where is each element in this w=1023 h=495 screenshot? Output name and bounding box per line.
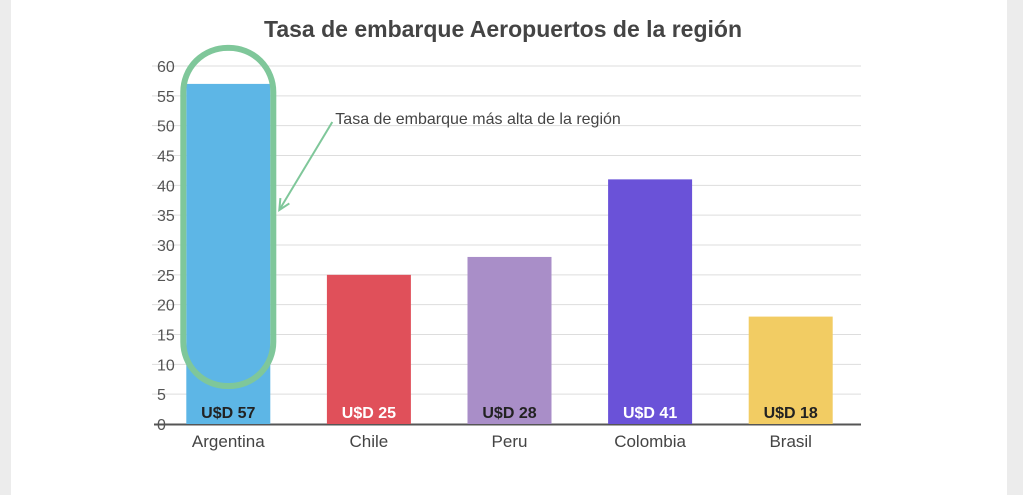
y-tick-label: 30	[157, 238, 175, 255]
data-label: U$D 28	[482, 405, 536, 422]
x-tick-label: Argentina	[192, 432, 265, 451]
bar-chile	[326, 274, 411, 424]
x-tick-label: Chile	[350, 432, 389, 451]
bars	[186, 83, 833, 425]
bar-peru	[467, 256, 552, 424]
data-label: U$D 25	[342, 405, 396, 422]
annotation: Tasa de embarque más alta de la región	[180, 44, 621, 390]
bar-chart: Tasa de embarque Aeropuertos de la regió…	[152, 16, 861, 451]
y-tick-label: 15	[157, 328, 175, 345]
y-tick-label: 5	[157, 387, 166, 404]
arrow-line	[278, 121, 334, 211]
y-tick-label: 40	[157, 178, 175, 195]
y-tick-label: 50	[157, 119, 175, 136]
y-tick-label: 10	[157, 357, 175, 374]
chart-title: Tasa de embarque Aeropuertos de la regió…	[264, 16, 742, 42]
x-tick-label: Colombia	[614, 432, 686, 451]
data-labels: U$D 57 U$D 25 U$D 28 U$D 41 U$D 18	[201, 405, 818, 422]
arrow-head	[278, 197, 290, 212]
x-tick-label: Peru	[492, 432, 528, 451]
bar-colombia	[608, 179, 693, 424]
y-tick-label: 55	[157, 89, 175, 106]
y-tick-label: 0	[157, 417, 166, 434]
y-tick-label: 45	[157, 149, 175, 166]
y-tick-label: 35	[157, 208, 175, 225]
y-tick-label: 25	[157, 268, 175, 285]
annotation-text: Tasa de embarque más alta de la región	[335, 111, 621, 128]
y-tick-label: 20	[157, 298, 175, 315]
bar-argentina	[186, 83, 271, 425]
bar-brasil	[748, 316, 833, 424]
data-label: U$D 41	[623, 405, 677, 422]
x-tick-label: Brasil	[769, 432, 812, 451]
chart-card: Tasa de embarque Aeropuertos de la regió…	[11, 0, 1007, 495]
x-axis: Argentina Chile Peru Colombia Brasil	[192, 432, 812, 451]
highlight-outline	[180, 44, 277, 390]
y-tick-label: 60	[157, 59, 175, 76]
data-label: U$D 18	[764, 405, 818, 422]
data-label: U$D 57	[201, 405, 255, 422]
y-axis: 0 5 10 15 20 25 30 35 40 45 50 55 60	[157, 59, 175, 434]
